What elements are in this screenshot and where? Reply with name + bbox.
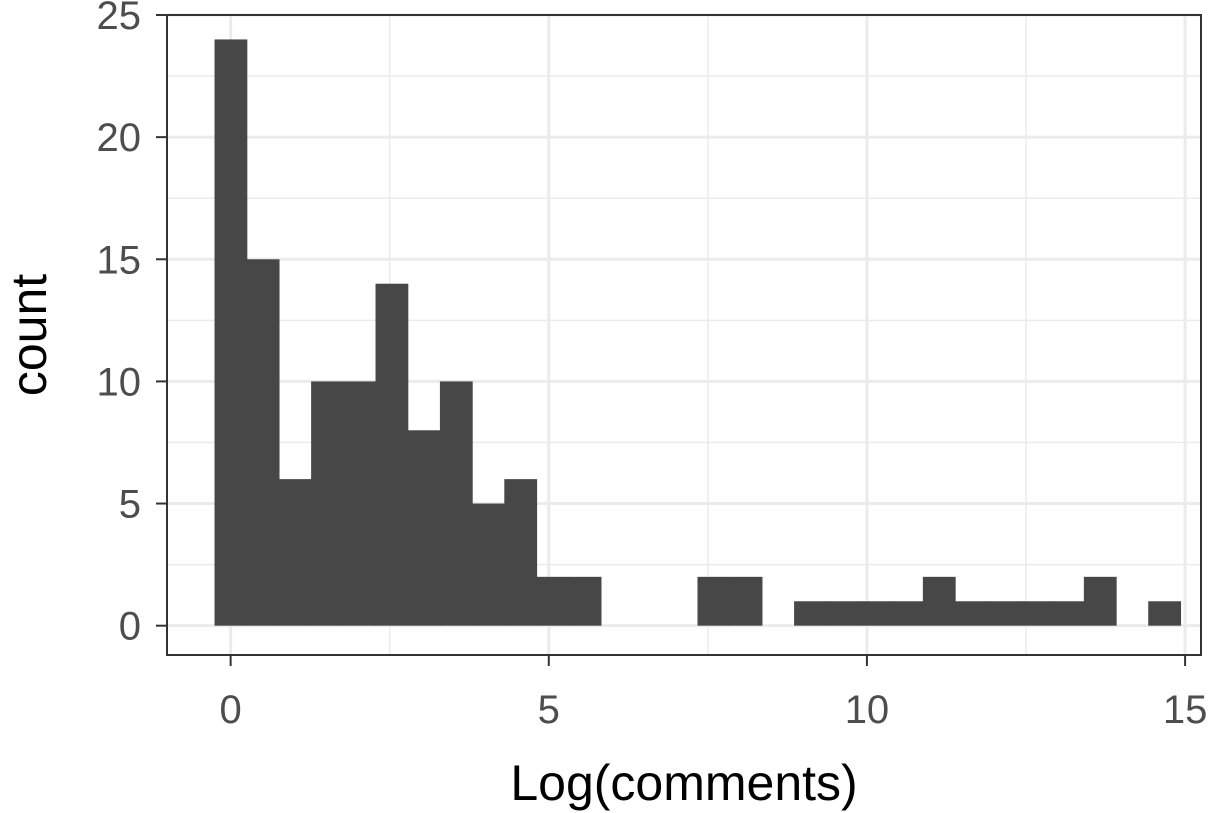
histogram-bar xyxy=(858,601,892,626)
histogram-bar xyxy=(214,39,248,626)
histogram-bar xyxy=(697,576,731,626)
histogram-bar xyxy=(568,576,602,626)
histogram-bar xyxy=(536,576,570,626)
x-tick-label: 0 xyxy=(220,688,242,732)
y-tick-label: 10 xyxy=(97,360,142,404)
histogram-bar xyxy=(246,259,280,626)
axes: 0 5 10 15 0 5 10 15 20 25 xyxy=(97,0,1208,732)
x-axis-title: Log(comments) xyxy=(510,755,857,811)
y-tick-label: 25 xyxy=(97,0,142,38)
histogram-bar xyxy=(472,503,505,626)
y-tick-label: 20 xyxy=(97,116,142,160)
histogram-bar xyxy=(1019,601,1053,626)
y-axis-title: count xyxy=(1,274,57,396)
histogram-bar xyxy=(890,601,924,626)
bar-series xyxy=(214,39,1182,626)
histogram-bar xyxy=(343,381,377,626)
x-tick-label: 5 xyxy=(538,688,560,732)
x-tick-label: 10 xyxy=(845,688,890,732)
histogram-bar xyxy=(407,430,441,626)
histogram-bar xyxy=(1051,601,1085,626)
y-tick-label: 5 xyxy=(119,483,141,527)
histogram-bar xyxy=(1148,601,1182,626)
histogram-bar xyxy=(375,283,409,626)
histogram-bar xyxy=(729,576,763,626)
histogram-bar xyxy=(278,479,312,626)
histogram-bar xyxy=(504,479,538,626)
histogram-bar xyxy=(311,381,344,626)
x-tick-label: 15 xyxy=(1163,688,1208,732)
histogram-bar xyxy=(794,601,827,626)
histogram-bar xyxy=(1083,576,1117,626)
y-tick-label: 0 xyxy=(119,605,141,649)
histogram-bar xyxy=(987,601,1021,626)
histogram-bar xyxy=(826,601,860,626)
histogram-bar xyxy=(922,576,956,626)
histogram-bar xyxy=(955,601,988,626)
panel-border xyxy=(166,14,1202,656)
y-tick-label: 15 xyxy=(97,238,142,282)
histogram-bar xyxy=(439,381,473,626)
